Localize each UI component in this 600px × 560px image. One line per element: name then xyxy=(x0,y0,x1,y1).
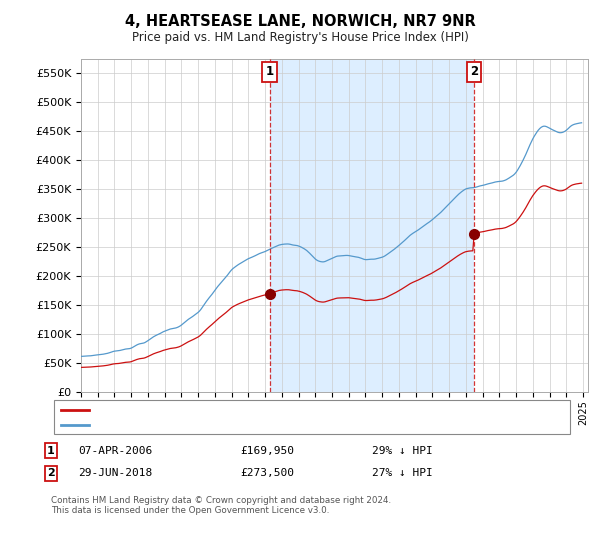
Text: 1: 1 xyxy=(47,446,55,456)
Text: 4, HEARTSEASE LANE, NORWICH, NR7 9NR (detached house): 4, HEARTSEASE LANE, NORWICH, NR7 9NR (de… xyxy=(93,405,410,415)
Text: HPI: Average price, detached house, Norwich: HPI: Average price, detached house, Norw… xyxy=(93,419,328,430)
Text: £273,500: £273,500 xyxy=(240,468,294,478)
Text: Contains HM Land Registry data © Crown copyright and database right 2024.
This d: Contains HM Land Registry data © Crown c… xyxy=(51,496,391,515)
Text: 07-APR-2006: 07-APR-2006 xyxy=(78,446,152,456)
Text: 2: 2 xyxy=(470,66,478,78)
Text: Price paid vs. HM Land Registry's House Price Index (HPI): Price paid vs. HM Land Registry's House … xyxy=(131,31,469,44)
Text: 4, HEARTSEASE LANE, NORWICH, NR7 9NR: 4, HEARTSEASE LANE, NORWICH, NR7 9NR xyxy=(125,14,475,29)
Text: 29-JUN-2018: 29-JUN-2018 xyxy=(78,468,152,478)
Text: 27% ↓ HPI: 27% ↓ HPI xyxy=(372,468,433,478)
Text: 1: 1 xyxy=(266,66,274,78)
Text: 29% ↓ HPI: 29% ↓ HPI xyxy=(372,446,433,456)
Text: 2: 2 xyxy=(47,468,55,478)
Bar xyxy=(269,59,474,392)
Text: £169,950: £169,950 xyxy=(240,446,294,456)
